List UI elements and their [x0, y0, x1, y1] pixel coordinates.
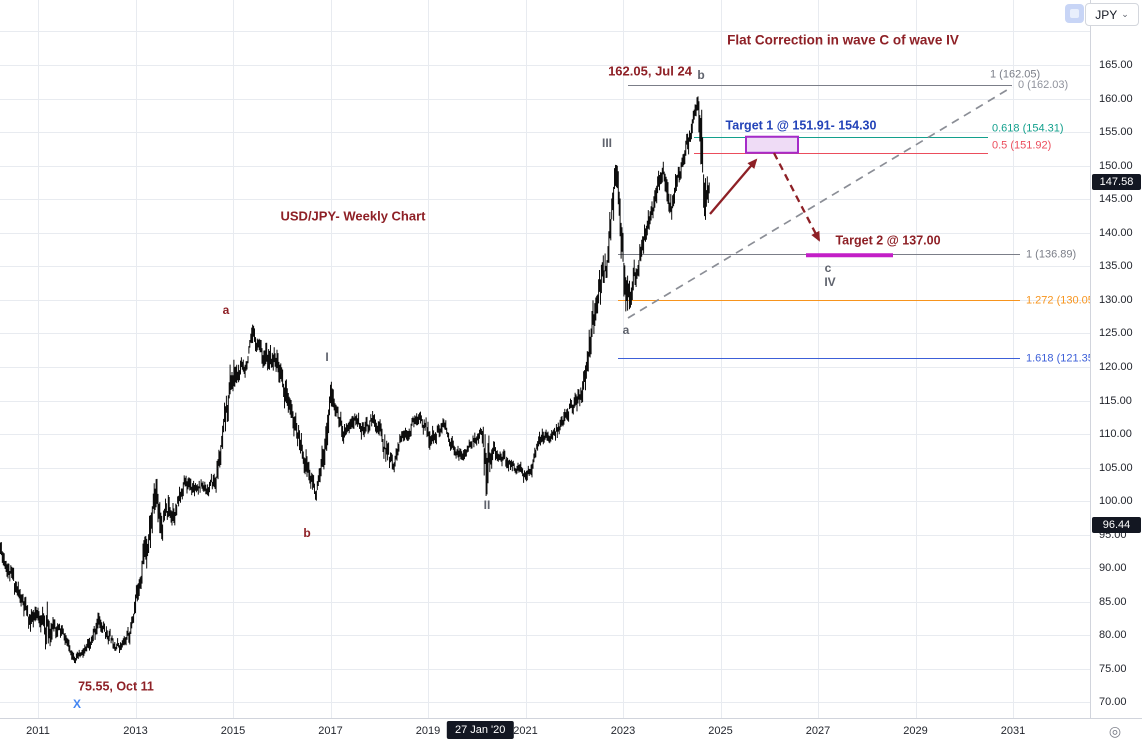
annotation-text: 162.05, Jul 24 [608, 64, 693, 79]
price-tick-label: 70.00 [1099, 696, 1127, 709]
last-price-badge: 147.58 [1092, 173, 1141, 190]
wave-label: a [223, 303, 230, 317]
currency-unit-label: JPY [1095, 7, 1118, 22]
time-tick-label: 2025 [708, 725, 733, 737]
time-tick-label: 2021 [513, 725, 538, 737]
price-tick-label: 85.00 [1099, 595, 1127, 608]
price-tick-label: 80.00 [1099, 629, 1127, 642]
selected-date-badge: 27 Jan '20 [446, 721, 514, 739]
fib-levels: 1 (162.05)0 (162.03) 0.618 (154.31) 0.5 (1… [618, 69, 1090, 365]
price-tick-label: 110.00 [1099, 428, 1132, 441]
time-tick-label: 2023 [610, 725, 636, 737]
arrow-up-to-target1[interactable] [709, 158, 758, 215]
wave-label: c [825, 261, 832, 275]
price-tick-label: 140.00 [1099, 226, 1133, 239]
wave-label: b [697, 68, 704, 82]
fib-label: 0.618 (154.31) [992, 123, 1064, 135]
price-tick-label: 115.00 [1099, 394, 1132, 407]
time-tick-label: 2019 [415, 725, 441, 737]
price-tick-label: 165.00 [1099, 59, 1133, 71]
price-tick-label: 135.00 [1099, 260, 1133, 273]
chevron-down-icon: ⌄ [1121, 9, 1129, 19]
fib-label: 0.5 (151.92) [992, 140, 1051, 152]
price-tick-label: 105.00 [1099, 461, 1133, 474]
price-tick-label: 150.00 [1099, 159, 1133, 172]
arrow-down-to-target2[interactable] [772, 152, 821, 242]
price-chart-canvas[interactable]: 1 (162.05)0 (162.03) 0.618 (154.31) 0.5 (1… [0, 0, 1090, 718]
wave-label: b [303, 526, 310, 540]
time-axis[interactable]: 2011 2013 2015 2017 2019 2021 2023 2025 2027 2029… [0, 718, 1142, 744]
price-tick-label: 125.00 [1099, 327, 1133, 340]
scale-settings-icon[interactable]: ◎ [1108, 722, 1122, 739]
time-tick-label: 2013 [123, 725, 148, 737]
price-tick-label: 100.00 [1099, 495, 1133, 508]
drawing-favorite-icon [1070, 9, 1079, 18]
currency-unit-button[interactable]: JPY ⌄ [1085, 3, 1139, 26]
wave-label: IV [824, 275, 835, 289]
price-tick-label: 130.00 [1099, 293, 1133, 306]
time-tick-label: 2027 [805, 725, 831, 737]
wave-label: II [484, 498, 491, 512]
price-axis[interactable]: 165.00 160.00 155.00 150.00 145.00 140.00 135.… [1090, 0, 1142, 718]
time-tick-label: 2011 [26, 725, 50, 737]
price-tick-label: 75.00 [1099, 662, 1127, 675]
fib-label: 1.272 (130.05) [1026, 294, 1090, 306]
annotation-text: Target 2 @ 137.00 [835, 233, 940, 247]
annotation-text: Flat Correction in wave C of wave IV [727, 33, 959, 48]
price-tick-label: 90.00 [1099, 562, 1127, 575]
annotation-text: Target 1 @ 151.91- 154.30 [726, 118, 877, 132]
price-tick-label: 120.00 [1099, 360, 1133, 373]
price-bars [0, 96, 710, 664]
price-tick-label: 155.00 [1099, 126, 1133, 139]
last-price-badge: 96.44 [1092, 517, 1141, 534]
wave-label: a [623, 323, 630, 337]
price-tick-label: 145.00 [1099, 193, 1133, 206]
time-tick-label: 2031 [1000, 725, 1026, 737]
wave-label: I [325, 350, 328, 364]
wave-label: X [73, 697, 81, 711]
time-tick-label: 2017 [318, 725, 343, 737]
price-tick-label: 160.00 [1099, 92, 1133, 105]
fib-label: 1 (162.05) [990, 69, 1040, 81]
fib-label: 1 (136.89) [1026, 248, 1076, 260]
projection-trendline[interactable] [627, 86, 1013, 319]
wave-label: III [602, 136, 612, 150]
fib-label: 0 (162.03) [1018, 79, 1068, 91]
time-tick-label: 2029 [903, 725, 928, 737]
fib-label: 1.618 (121.35) [1026, 353, 1090, 365]
target1-zone-box[interactable] [745, 135, 799, 154]
annotation-text: 75.55, Oct 11 [78, 679, 154, 693]
time-tick-label: 2015 [220, 725, 246, 737]
drawing-favorite-button[interactable] [1065, 4, 1084, 23]
annotation-text: USD/JPY- Weekly Chart [281, 209, 427, 224]
